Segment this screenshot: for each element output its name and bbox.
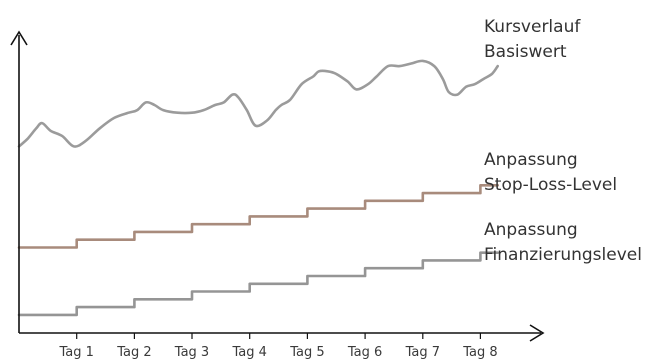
label-kursverlauf-line2: Basiswert (484, 42, 567, 62)
x-axis-arrowhead (529, 324, 545, 342)
x-ticks: Tag 1 Tag 2 Tag 3 Tag 4 Tag 5 Tag 6 Tag 7 Tag 8 (58, 333, 498, 360)
x-tick-label-6: Tag 6 (347, 345, 382, 360)
y-axis-arrowhead (10, 30, 28, 46)
series-line-1 (17, 59, 499, 148)
x-tick-label-7: Tag 7 (405, 345, 440, 360)
label-kursverlauf-line1: Kursverlauf (484, 17, 581, 37)
axes (10, 30, 545, 342)
label-stop-loss: Anpassung Stop-Loss-Level (484, 150, 617, 195)
label-finanzierung: Anpassung Finanzierungslevel (484, 220, 642, 265)
series-line-2 (17, 184, 499, 249)
x-tick-label-4: Tag 4 (231, 345, 266, 360)
x-tick-label-1: Tag 1 (58, 345, 93, 360)
x-tick-label-2: Tag 2 (116, 345, 151, 360)
label-kursverlauf: Kursverlauf Basiswert (484, 17, 581, 62)
series-layer (17, 59, 499, 317)
label-finanzierung-line1: Anpassung (484, 220, 578, 240)
x-tick-label-5: Tag 5 (289, 345, 324, 360)
label-stop-loss-line2: Stop-Loss-Level (484, 175, 617, 195)
label-finanzierung-line2: Finanzierungslevel (484, 245, 642, 265)
x-tick-label-3: Tag 3 (174, 345, 209, 360)
x-tick-label-8: Tag 8 (462, 345, 497, 360)
series-line-3 (17, 251, 499, 317)
label-stop-loss-line1: Anpassung (484, 150, 578, 170)
